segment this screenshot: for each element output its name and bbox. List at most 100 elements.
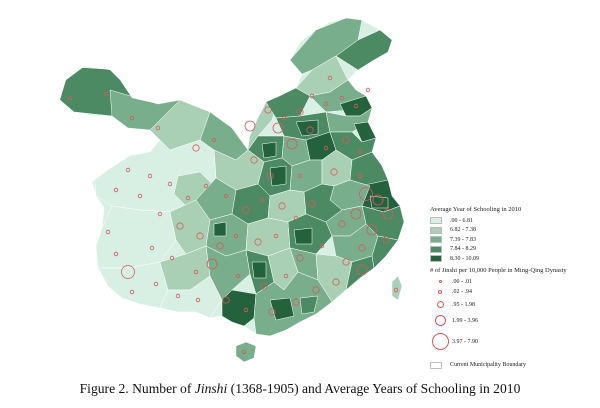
jinshi-legend-item: .00 - .01 <box>430 277 598 287</box>
jinshi-circle <box>327 75 333 81</box>
jinshi-circle <box>356 264 368 276</box>
jinshi-circle <box>153 281 159 287</box>
jinshi-circle <box>308 200 316 208</box>
jinshi-circle <box>175 293 181 299</box>
jinshi-circle <box>113 251 119 257</box>
jinshi-circle <box>103 91 109 97</box>
legend-swatch <box>430 226 442 234</box>
schooling-legend-items: .00 - 6.81 6.82 - 7.38 7.39 - 7.83 7.84 … <box>430 216 598 264</box>
jinshi-circle <box>250 156 258 164</box>
jinshi-circle <box>359 187 373 201</box>
legend: Average Year of Schooling in 2010 .00 - … <box>430 206 598 369</box>
schooling-legend-item: 7.39 - 7.83 <box>430 235 598 245</box>
jinshi-circle <box>296 254 304 262</box>
jinshi-circle <box>149 245 155 251</box>
legend-circle <box>434 315 446 326</box>
jinshi-circle <box>338 220 346 228</box>
jinshi-circle <box>196 232 204 240</box>
jinshi-circle <box>113 187 119 193</box>
jinshi-circle <box>365 87 371 93</box>
jinshi-circle <box>121 265 135 279</box>
jinshi-circle <box>266 172 274 180</box>
jinshi-circle <box>332 278 340 286</box>
legend-circle-box <box>430 333 450 350</box>
jinshi-circle <box>195 297 201 303</box>
legend-swatch <box>430 255 442 263</box>
jinshi-circle <box>342 136 350 144</box>
jinshi-circle <box>297 173 303 179</box>
jinshi-circle <box>167 181 173 187</box>
region <box>269 165 287 187</box>
legend-swatch <box>430 217 442 225</box>
legend-circle <box>436 301 444 308</box>
legend-label: 8.30 - 10.09 <box>450 255 479 262</box>
legend-label: 6.82 - 7.38 <box>450 227 476 234</box>
jinshi-circle <box>259 197 265 203</box>
region <box>261 141 277 159</box>
schooling-legend-item: 7.84 - 8.29 <box>430 245 598 255</box>
jinshi-legend-items: .00 - .01 .02 - .94 .95 - 1.98 1.99 - 3.… <box>430 277 598 354</box>
legend-label: 1.99 - 3.96 <box>452 317 478 324</box>
jinshi-circle <box>293 215 299 221</box>
caption-prefix: Figure 2. Number of <box>79 381 195 396</box>
legend-circle-box <box>430 301 450 308</box>
jinshi-circle <box>358 244 366 252</box>
schooling-regions <box>60 18 404 336</box>
jinshi-legend-item: .02 - .94 <box>430 287 598 298</box>
region <box>371 235 399 269</box>
legend-circle-box <box>430 290 450 294</box>
caption-suffix: (1368-1905) and Average Years of Schooli… <box>227 381 521 396</box>
jinshi-circle <box>155 125 161 131</box>
jinshi-circle <box>243 307 249 313</box>
jinshi-circle <box>264 106 272 114</box>
schooling-legend-item: .00 - 6.81 <box>430 216 598 226</box>
boundary-swatch <box>430 361 442 369</box>
jinshi-circle <box>306 126 314 134</box>
jinshi-circle <box>254 238 262 246</box>
jinshi-circle <box>272 122 284 134</box>
jinshi-circle <box>296 108 304 116</box>
jinshi-circle <box>147 173 153 179</box>
region <box>345 255 375 291</box>
jinshi-circle <box>222 296 230 304</box>
jinshi-circle <box>244 120 256 132</box>
legend-circle-box <box>430 315 450 326</box>
region <box>253 271 333 336</box>
jinshi-legend-item: 3.97 - 7.90 <box>430 330 598 354</box>
jinshi-circle <box>366 224 378 236</box>
region <box>369 195 389 209</box>
jinshi-circle <box>157 211 163 217</box>
jinshi-circle <box>283 273 289 279</box>
jinshi-circle <box>330 168 338 176</box>
jinshi-circle <box>67 95 73 101</box>
legend-circle <box>438 290 442 294</box>
jinshi-circle <box>382 236 390 244</box>
region <box>335 29 393 71</box>
jinshi-circle <box>312 286 320 294</box>
jinshi-circle <box>125 167 131 173</box>
jinshi-circle <box>350 208 362 220</box>
legend-circle <box>431 333 449 350</box>
jinshi-circle <box>216 242 224 250</box>
schooling-legend-item: 6.82 - 7.38 <box>430 226 598 236</box>
legend-circle <box>438 280 442 283</box>
region <box>251 261 267 279</box>
legend-label: .95 - 1.98 <box>452 301 475 308</box>
jinshi-circle <box>105 229 111 235</box>
legend-label: 7.39 - 7.83 <box>450 236 476 243</box>
jinshi-legend-item: .95 - 1.98 <box>430 298 598 312</box>
jinshi-circle <box>319 243 325 249</box>
legend-label: 3.97 - 7.90 <box>452 338 478 345</box>
jinshi-circle <box>203 183 209 189</box>
region <box>213 221 227 237</box>
region <box>269 297 295 321</box>
caption-italic-term: Jinshi <box>194 381 228 396</box>
jinshi-circle <box>339 95 345 101</box>
jinshi-circle <box>137 193 143 199</box>
boundary-legend-label: Current Municipality Boundary <box>450 362 526 368</box>
legend-label: .00 - .01 <box>452 278 472 285</box>
jinshi-circle <box>129 289 135 295</box>
jinshi-circle <box>242 206 250 214</box>
